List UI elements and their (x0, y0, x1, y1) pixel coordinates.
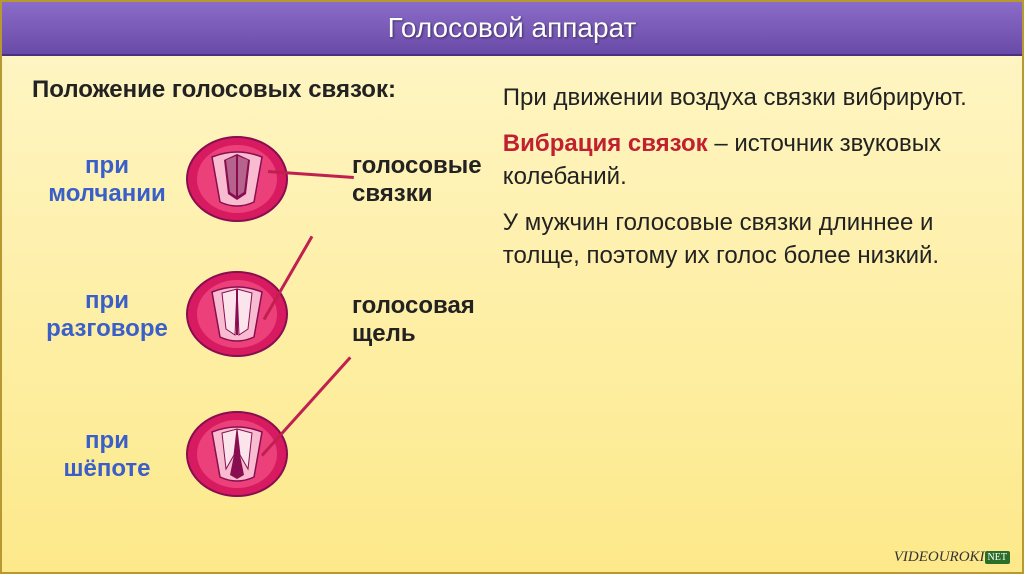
larynx-whisper-icon (182, 407, 292, 502)
label-text: голосовые (352, 152, 482, 179)
footer-suffix: NET (985, 551, 1010, 564)
label-glottis: голосовая щель (352, 292, 475, 347)
subtitle: Положение голосовых связок: (32, 76, 493, 104)
label-text: щель (352, 320, 416, 347)
state-row-whisper: при шёпоте (32, 407, 292, 502)
state-row-silence: при молчании (32, 132, 292, 227)
state-label-text: при (85, 427, 129, 454)
state-label-text: при (85, 152, 129, 179)
highlight-text: Вибрация связок (503, 130, 708, 157)
paragraph-2: Вибрация связок – источник звуковых коле… (503, 128, 992, 193)
state-row-talking: при разговоре (32, 267, 292, 362)
label-text: связки (352, 180, 432, 207)
state-label-text: шёпоте (63, 455, 150, 482)
larynx-talking-icon (182, 267, 292, 362)
content-area: Положение голосовых связок: при молчании (2, 56, 1022, 572)
state-label-silence: при молчании (32, 152, 182, 207)
state-label-text: разговоре (46, 315, 168, 342)
paragraph-1: При движении воздуха связки вибрируют. (503, 82, 992, 114)
state-label-text: молчании (48, 180, 165, 207)
footer-brand: VIDEOUROKI (894, 549, 985, 565)
slide-title: Голосовой аппарат (388, 12, 637, 44)
slide: Голосовой аппарат Положение голосовых св… (0, 0, 1024, 574)
state-label-text: при (85, 287, 129, 314)
title-bar: Голосовой аппарат (2, 2, 1022, 56)
larynx-silence-icon (182, 132, 292, 227)
left-column: Положение голосовых связок: при молчании (32, 76, 493, 562)
label-vocal-cords: голосовые связки (352, 152, 482, 207)
state-label-whisper: при шёпоте (32, 427, 182, 482)
state-label-talking: при разговоре (32, 287, 182, 342)
paragraph-3: У мужчин голосовые связки длиннее и толщ… (503, 207, 992, 272)
right-column: При движении воздуха связки вибрируют. В… (493, 76, 992, 562)
footer-logo: VIDEOUROKINET (894, 549, 1010, 566)
diagram-area: при молчании (32, 122, 493, 522)
label-text: голосовая (352, 292, 475, 319)
